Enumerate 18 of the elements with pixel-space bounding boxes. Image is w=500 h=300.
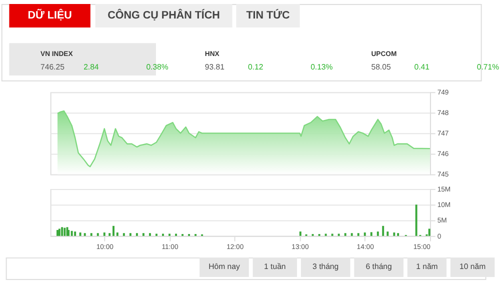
text: 93.81 bbox=[204, 62, 224, 72]
text: 6 tháng bbox=[366, 262, 392, 272]
text: 1 năm bbox=[416, 262, 438, 272]
text: 1 tuần bbox=[264, 262, 286, 272]
text: Hôm nay bbox=[208, 262, 240, 272]
text: 0.71% bbox=[476, 62, 500, 72]
text: 58.05 bbox=[371, 62, 392, 72]
text: 0.12 bbox=[248, 62, 264, 72]
text: 0.38% bbox=[146, 62, 168, 72]
text: TIN TỨC bbox=[246, 8, 290, 22]
text: 0.41 bbox=[414, 62, 430, 72]
text: 10 năm bbox=[460, 262, 486, 272]
text: 3 tháng bbox=[312, 262, 339, 272]
text: 2.84 bbox=[84, 62, 100, 72]
text: 0.13% bbox=[310, 62, 333, 72]
text: 746.25 bbox=[40, 62, 66, 72]
text: DỮ LIỆU bbox=[28, 8, 72, 22]
text: CÔNG CỤ PHÂN TÍCH bbox=[108, 8, 220, 22]
